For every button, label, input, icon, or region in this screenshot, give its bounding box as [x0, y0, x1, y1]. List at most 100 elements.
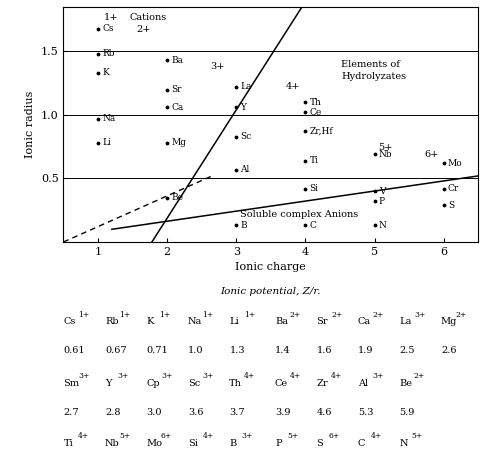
Text: Ca: Ca	[171, 103, 183, 112]
Text: 2.7: 2.7	[63, 408, 79, 417]
Text: 0.71: 0.71	[146, 346, 168, 355]
Text: Ba: Ba	[275, 317, 288, 326]
Text: C: C	[309, 221, 316, 230]
Text: Nb: Nb	[379, 150, 392, 159]
Text: 2+: 2+	[372, 310, 384, 319]
Text: 4+: 4+	[289, 372, 301, 380]
Text: V: V	[379, 187, 385, 196]
Text: Mg: Mg	[171, 139, 186, 147]
Text: K: K	[146, 317, 154, 326]
Text: B: B	[241, 221, 247, 230]
Text: 4+: 4+	[370, 432, 382, 440]
Text: 2.5: 2.5	[400, 346, 415, 355]
Text: Sr: Sr	[317, 317, 328, 326]
Text: 5+: 5+	[378, 144, 392, 152]
Text: 5.3: 5.3	[358, 408, 373, 417]
Text: Si: Si	[309, 184, 319, 193]
X-axis label: Ionic charge: Ionic charge	[236, 262, 306, 273]
Text: Mg: Mg	[441, 317, 457, 326]
Text: 6+: 6+	[424, 150, 439, 159]
Text: Sc: Sc	[241, 132, 252, 141]
Text: 3.9: 3.9	[275, 408, 290, 417]
Text: 2.6: 2.6	[441, 346, 456, 355]
Text: 1+: 1+	[78, 310, 89, 319]
Text: Li: Li	[102, 139, 111, 147]
Text: Ba: Ba	[171, 56, 183, 65]
Text: 1+: 1+	[103, 12, 118, 22]
Text: Mo: Mo	[146, 438, 163, 448]
Text: Cs: Cs	[63, 317, 76, 326]
Text: Th: Th	[309, 98, 322, 107]
Text: Ti: Ti	[63, 438, 73, 448]
Text: Cations: Cations	[129, 12, 166, 22]
Text: 1+: 1+	[203, 310, 214, 319]
Text: Cr: Cr	[448, 184, 459, 193]
Text: 4+: 4+	[244, 372, 255, 380]
Text: Zr,Hf: Zr,Hf	[309, 127, 333, 136]
Text: 1.9: 1.9	[358, 346, 373, 355]
Text: 3.7: 3.7	[229, 408, 245, 417]
Text: Elements of: Elements of	[341, 60, 400, 68]
Text: 6+: 6+	[329, 432, 340, 440]
Text: Sm: Sm	[63, 379, 80, 388]
Text: P: P	[275, 438, 282, 448]
Text: 3+: 3+	[161, 372, 172, 380]
Text: 2+: 2+	[136, 25, 150, 34]
Text: Y: Y	[105, 379, 111, 388]
Text: 3.6: 3.6	[188, 408, 203, 417]
Text: 3+: 3+	[203, 372, 214, 380]
Text: 0.61: 0.61	[63, 346, 85, 355]
Text: 3+: 3+	[372, 372, 384, 380]
Text: La: La	[400, 317, 412, 326]
Text: 1+: 1+	[244, 310, 255, 319]
Text: Sr: Sr	[171, 85, 182, 94]
Text: N: N	[400, 438, 408, 448]
Text: 2+: 2+	[414, 372, 425, 380]
Text: Zr: Zr	[317, 379, 328, 388]
Text: 2+: 2+	[289, 310, 301, 319]
Text: Cp: Cp	[146, 379, 160, 388]
Text: Li: Li	[229, 317, 239, 326]
Y-axis label: Ionic radius: Ionic radius	[25, 91, 35, 158]
Text: Hydrolyzates: Hydrolyzates	[341, 73, 407, 81]
Text: 4+: 4+	[331, 372, 342, 380]
Text: 1+: 1+	[159, 310, 170, 319]
Text: 4+: 4+	[78, 432, 89, 440]
Text: C: C	[358, 438, 366, 448]
Text: 1.3: 1.3	[229, 346, 245, 355]
Text: 3+: 3+	[414, 310, 426, 319]
Text: Y: Y	[241, 103, 246, 112]
Text: Ca: Ca	[358, 317, 371, 326]
Text: 1.4: 1.4	[275, 346, 291, 355]
Text: Ce: Ce	[309, 108, 322, 117]
Text: Sc: Sc	[188, 379, 200, 388]
Text: 5+: 5+	[287, 432, 299, 440]
Text: 3+: 3+	[210, 62, 224, 71]
Text: Rb: Rb	[105, 317, 119, 326]
Text: Al: Al	[358, 379, 368, 388]
Text: Si: Si	[188, 438, 198, 448]
Text: 4+: 4+	[203, 432, 214, 440]
Text: Be: Be	[400, 379, 412, 388]
Text: 3.0: 3.0	[146, 408, 162, 417]
Text: 5+: 5+	[120, 432, 131, 440]
Text: N: N	[379, 221, 386, 230]
Text: Ti: Ti	[309, 156, 319, 165]
Text: Rb: Rb	[102, 49, 115, 58]
Text: Na: Na	[102, 114, 116, 123]
Text: Soluble complex Anions: Soluble complex Anions	[240, 210, 358, 219]
Text: Cs: Cs	[102, 24, 114, 33]
Text: 4.6: 4.6	[317, 408, 332, 417]
Text: La: La	[241, 83, 252, 91]
Text: 2.8: 2.8	[105, 408, 121, 417]
Text: Al: Al	[241, 165, 250, 174]
Text: Th: Th	[229, 379, 242, 388]
Text: Ce: Ce	[275, 379, 288, 388]
Text: Be: Be	[171, 193, 183, 202]
Text: S: S	[317, 438, 323, 448]
Text: 3+: 3+	[242, 432, 253, 440]
Text: 0.67: 0.67	[105, 346, 126, 355]
Text: P: P	[379, 197, 385, 206]
Text: Ionic potential, Z/r.: Ionic potential, Z/r.	[221, 287, 321, 296]
Text: 6+: 6+	[161, 432, 172, 440]
